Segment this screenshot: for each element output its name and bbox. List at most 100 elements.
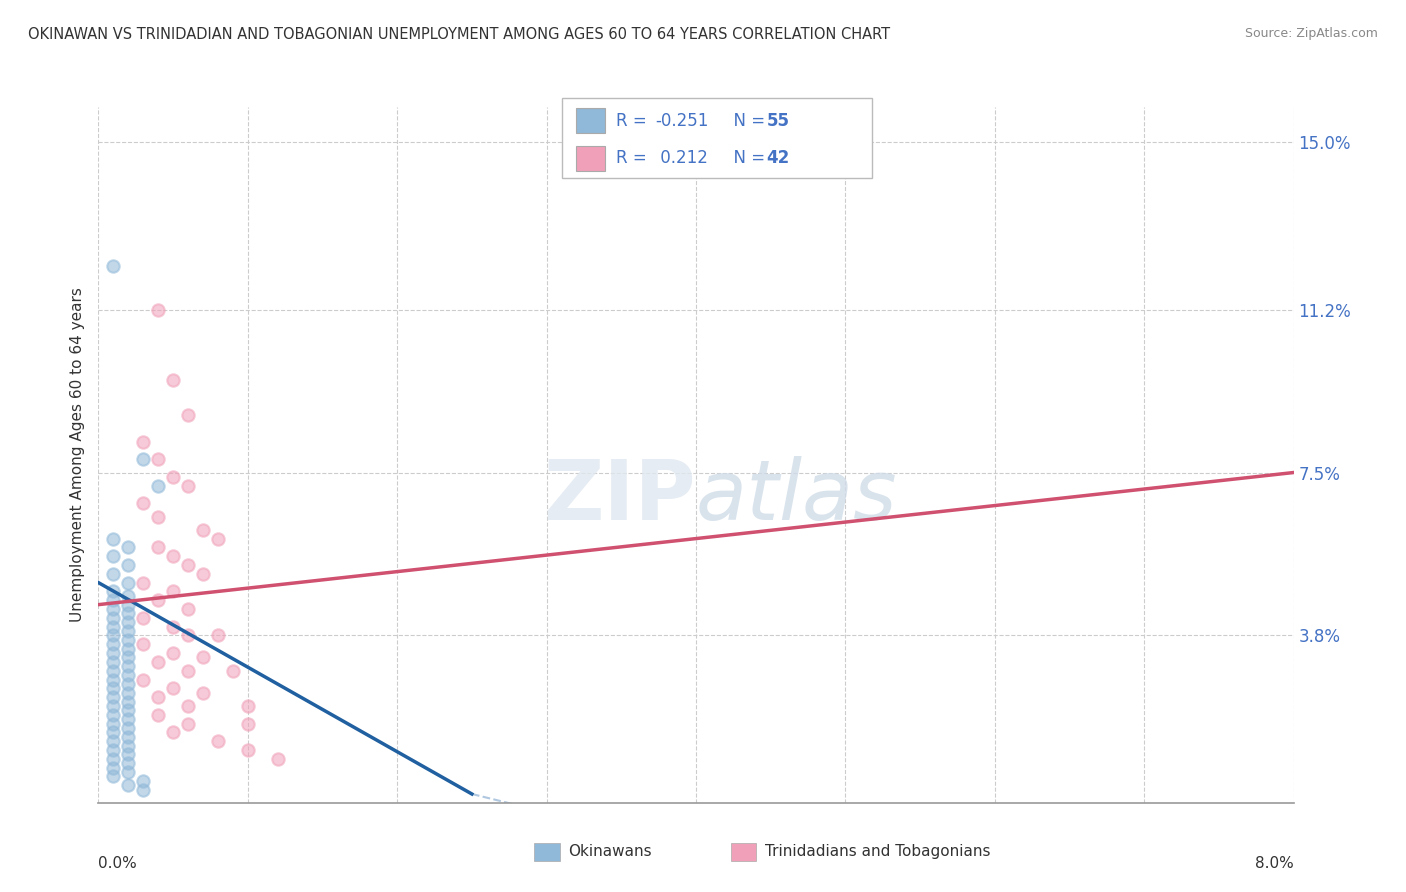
Point (103, 752, 125, 766)
Point (162, 470, 184, 484)
Point (148, 707, 170, 722)
Point (117, 624, 139, 638)
Point (148, 655, 170, 669)
Point (132, 782, 155, 797)
Text: OKINAWAN VS TRINIDADIAN AND TOBAGONIAN UNEMPLOYMENT AMONG AGES 60 TO 64 YEARS CO: OKINAWAN VS TRINIDADIAN AND TOBAGONIAN U… (28, 27, 890, 42)
Point (177, 698, 200, 713)
Point (117, 764, 139, 779)
Point (117, 668, 139, 682)
Point (117, 694, 139, 708)
Point (103, 707, 125, 722)
Y-axis label: Unemployment Among Ages 60 to 64 years: Unemployment Among Ages 60 to 64 years (69, 287, 84, 623)
Point (236, 698, 259, 713)
Point (117, 659, 139, 673)
Point (132, 773, 155, 788)
Point (236, 743, 259, 757)
Point (103, 532, 125, 546)
Point (177, 664, 200, 678)
Point (177, 409, 200, 423)
Point (117, 589, 139, 603)
Text: Trinidadians and Tobagonians: Trinidadians and Tobagonians (765, 845, 990, 859)
Point (162, 549, 184, 564)
Text: 0.0%: 0.0% (98, 855, 138, 871)
Point (103, 637, 125, 651)
Point (103, 655, 125, 669)
Point (207, 532, 229, 546)
Point (103, 566, 125, 581)
Point (103, 698, 125, 713)
Point (103, 743, 125, 757)
Point (117, 677, 139, 691)
Point (117, 778, 139, 792)
Point (162, 681, 184, 696)
Point (132, 673, 155, 687)
Point (148, 509, 170, 524)
Point (117, 712, 139, 726)
Point (103, 716, 125, 731)
Point (103, 584, 125, 599)
Point (207, 734, 229, 748)
Point (117, 632, 139, 647)
Point (103, 628, 125, 642)
Point (236, 716, 259, 731)
Point (117, 747, 139, 762)
Point (117, 607, 139, 621)
Point (103, 673, 125, 687)
Point (222, 664, 245, 678)
Point (148, 452, 170, 467)
Point (103, 725, 125, 739)
Point (117, 703, 139, 717)
Point (132, 575, 155, 590)
Text: Okinawans: Okinawans (568, 845, 651, 859)
Point (148, 479, 170, 493)
Point (162, 584, 184, 599)
Point (117, 721, 139, 735)
Text: R =: R = (616, 149, 652, 168)
Point (148, 690, 170, 705)
Point (162, 725, 184, 739)
Point (132, 637, 155, 651)
Text: 8.0%: 8.0% (1254, 855, 1294, 871)
Text: Source: ZipAtlas.com: Source: ZipAtlas.com (1244, 27, 1378, 40)
Point (103, 681, 125, 696)
Point (191, 686, 214, 700)
Text: 42: 42 (766, 149, 790, 168)
Point (132, 496, 155, 510)
Point (103, 549, 125, 564)
Point (117, 730, 139, 744)
Point (117, 641, 139, 656)
Text: 0.212: 0.212 (655, 149, 709, 168)
Point (162, 620, 184, 634)
Point (148, 593, 170, 607)
Point (117, 558, 139, 572)
Text: N =: N = (723, 149, 770, 168)
Point (117, 598, 139, 612)
Point (177, 479, 200, 493)
Point (191, 650, 214, 665)
Point (177, 558, 200, 572)
Point (103, 734, 125, 748)
Point (103, 611, 125, 625)
Point (177, 716, 200, 731)
Point (117, 541, 139, 555)
Text: -0.251: -0.251 (655, 112, 709, 129)
Point (103, 259, 125, 273)
Point (132, 434, 155, 449)
Point (103, 593, 125, 607)
Point (191, 566, 214, 581)
Point (103, 620, 125, 634)
Point (207, 628, 229, 642)
Point (117, 686, 139, 700)
Point (267, 752, 290, 766)
Point (162, 646, 184, 660)
Point (177, 628, 200, 642)
Point (132, 452, 155, 467)
Text: ZIP: ZIP (544, 456, 696, 537)
Point (103, 690, 125, 705)
Point (117, 739, 139, 753)
Point (177, 602, 200, 616)
Point (103, 602, 125, 616)
Text: 55: 55 (766, 112, 789, 129)
Text: atlas: atlas (696, 456, 897, 537)
Point (103, 646, 125, 660)
